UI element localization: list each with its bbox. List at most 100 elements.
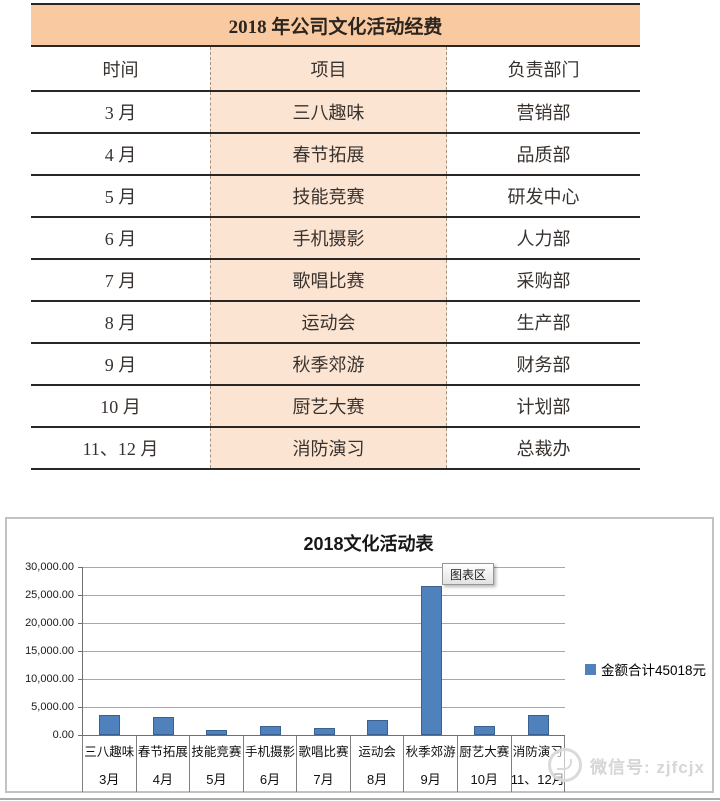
cell-project: 厨艺大赛 — [210, 386, 447, 426]
cell-department: 财务部 — [516, 355, 571, 375]
plot-area — [82, 567, 565, 735]
y-tick-label: 0.00 — [52, 729, 74, 741]
bar-歌唱比赛 — [313, 728, 335, 735]
y-tick-mark — [78, 734, 82, 736]
bar-消防演习 — [527, 714, 549, 735]
cell-department: 品质部 — [516, 145, 571, 165]
watermark-text: 微信号: zjfcjx — [590, 757, 705, 777]
category-month-label: 8月 — [366, 771, 388, 787]
table-row: 6 月 手机摄影 人力部 — [31, 218, 640, 260]
category-activity-label: 手机摄影 — [244, 744, 295, 759]
category-month-label: 4月 — [152, 771, 173, 787]
category-cell: 手机摄影 6月 — [244, 736, 298, 792]
cell-project: 三八趣味 — [210, 92, 447, 132]
gridline — [83, 623, 565, 624]
category-cell: 春节拓展 4月 — [137, 736, 191, 792]
table-header-row: 时间 项目 负责部门 — [31, 47, 640, 92]
column-header-department: 负责部门 — [507, 59, 580, 80]
y-tick-label: 25,000.00 — [25, 589, 74, 601]
column-header-project: 项目 — [210, 47, 447, 90]
cell-time: 9 月 — [104, 355, 137, 375]
table-row: 3 月 三八趣味 营销部 — [31, 92, 640, 134]
gridline — [83, 595, 565, 596]
table-row: 10 月 厨艺大赛 计划部 — [31, 386, 640, 428]
cell-department: 营销部 — [516, 103, 571, 123]
expense-table: 2018 年公司文化活动经费 时间 项目 负责部门 3 月 三八趣味 营销部 4… — [31, 3, 640, 470]
cell-project: 春节拓展 — [210, 134, 447, 174]
cell-project: 运动会 — [210, 302, 447, 342]
category-cell: 歌唱比赛 7月 — [297, 736, 351, 792]
y-axis: 0.00 5,000.00 10,000.00 15,000.00 20,000.00 2… — [7, 561, 82, 741]
category-cell: 运动会 8月 — [351, 736, 405, 792]
category-axis: 三八趣味 3月 春节拓展 4月 技能竞赛 5月 手机摄影 6月 歌唱比赛 7月 运动会 8月 秋季郊游 9… — [82, 735, 566, 792]
page-bottom-divider — [0, 798, 720, 800]
watermark: 微信号: zjfcjx — [548, 748, 705, 782]
cell-time: 5 月 — [104, 187, 137, 207]
cell-time: 11、12 月 — [82, 439, 159, 459]
bar-三八趣味 — [99, 715, 121, 735]
y-tick-mark — [78, 594, 82, 596]
table-row: 9 月 秋季郊游 财务部 — [31, 344, 640, 386]
bar-春节拓展 — [152, 716, 174, 735]
bar-手机摄影 — [259, 725, 281, 735]
chart-area-tooltip: 图表区 — [442, 563, 494, 585]
cell-department: 人力部 — [516, 229, 571, 249]
category-cell: 厨艺大赛 10月 — [458, 736, 512, 792]
bar-秋季郊游 — [420, 586, 442, 735]
cell-time: 8 月 — [104, 313, 137, 333]
wechat-watermark-icon — [548, 748, 582, 782]
bar-技能竞赛 — [206, 729, 228, 735]
category-cell: 三八趣味 3月 — [83, 736, 137, 792]
category-activity-label: 三八趣味 — [84, 744, 135, 759]
bar-chart-panel: 2018文化活动表 0.00 5,000.00 10,000.00 15,000.00… — [5, 517, 714, 793]
y-tick-label: 5,000.00 — [31, 701, 74, 713]
column-header-time: 时间 — [102, 59, 139, 80]
table-title: 2018 年公司文化活动经费 — [31, 5, 640, 47]
legend-swatch-icon — [585, 663, 596, 675]
table-row: 4 月 春节拓展 品质部 — [31, 134, 640, 176]
cell-department: 计划部 — [516, 397, 571, 417]
category-activity-label: 技能竞赛 — [191, 744, 242, 759]
table-row: 7 月 歌唱比赛 采购部 — [31, 260, 640, 302]
cell-time: 10 月 — [100, 397, 141, 417]
bar-厨艺大赛 — [474, 726, 496, 735]
gridline — [83, 679, 565, 680]
category-activity-label: 厨艺大赛 — [459, 744, 510, 759]
legend-label: 金额合计45018元 — [601, 663, 707, 678]
bar-运动会 — [367, 720, 389, 735]
cell-time: 7 月 — [104, 271, 137, 291]
y-tick-label: 30,000.00 — [25, 561, 74, 573]
gridline — [83, 707, 565, 708]
y-tick-mark — [78, 566, 82, 568]
table-row: 5 月 技能竞赛 研发中心 — [31, 176, 640, 218]
chart-title: 2018文化活动表 — [303, 534, 434, 554]
y-tick-mark — [78, 622, 82, 624]
category-month-label: 5月 — [206, 771, 227, 787]
category-activity-label: 歌唱比赛 — [298, 744, 349, 759]
category-month-label: 7月 — [313, 771, 334, 787]
category-activity-label: 春节拓展 — [137, 744, 188, 759]
cell-department: 总裁办 — [516, 439, 571, 459]
cell-project: 消防演习 — [210, 428, 447, 468]
gridline — [83, 651, 565, 652]
category-month-label: 9月 — [420, 771, 441, 787]
y-tick-label: 10,000.00 — [25, 673, 74, 685]
cell-project: 秋季郊游 — [210, 344, 447, 384]
y-tick-mark — [78, 706, 82, 708]
cell-project: 技能竞赛 — [210, 176, 447, 216]
chart-legend: 金额合计45018元 — [585, 659, 706, 679]
cell-project: 手机摄影 — [210, 218, 447, 258]
category-activity-label: 秋季郊游 — [405, 744, 456, 759]
y-tick-mark — [78, 678, 82, 680]
cell-department: 采购部 — [516, 271, 571, 291]
cell-department: 生产部 — [516, 313, 571, 333]
category-cell: 秋季郊游 9月 — [404, 736, 458, 792]
cell-time: 3 月 — [104, 103, 137, 123]
category-activity-label: 运动会 — [358, 744, 396, 759]
y-tick-label: 15,000.00 — [25, 645, 74, 657]
cell-department: 研发中心 — [507, 187, 580, 207]
y-tick-label: 20,000.00 — [25, 617, 74, 629]
category-month-label: 10月 — [470, 771, 498, 787]
cell-time: 4 月 — [104, 145, 137, 165]
